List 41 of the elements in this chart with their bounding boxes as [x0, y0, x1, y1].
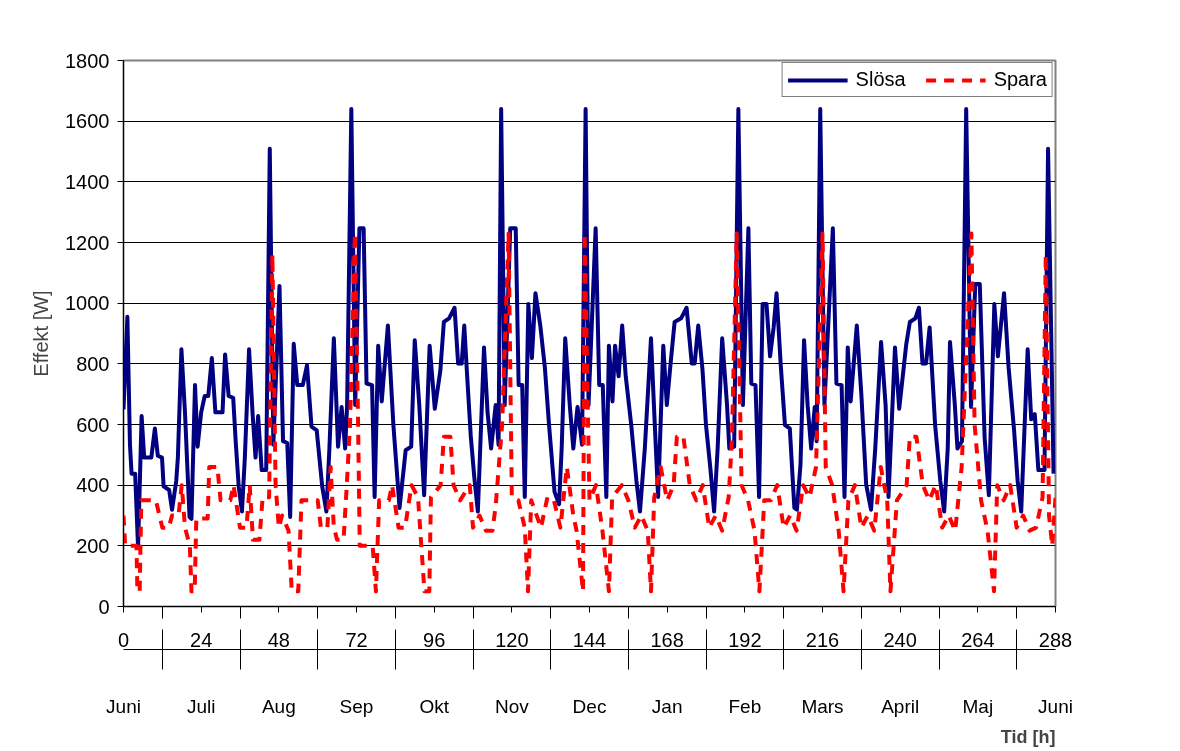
x-tick-label: 120	[495, 628, 529, 651]
text: Dec	[572, 695, 607, 717]
text: Aug	[261, 695, 296, 717]
y-tick-label: 1200	[65, 231, 110, 254]
text: Jan	[651, 695, 683, 717]
text: Juni	[1038, 695, 1073, 717]
line-series	[123, 231, 1056, 594]
y-tick-label: 1600	[65, 110, 110, 133]
text: Maj	[962, 695, 994, 717]
text: Okt	[419, 695, 450, 717]
text: Juli	[186, 695, 216, 717]
y-tick-label: 1400	[65, 170, 110, 193]
x-tick-label: 264	[961, 628, 995, 651]
y-tick-label: 600	[76, 413, 110, 436]
x-tick-label: 144	[572, 628, 607, 651]
y-tick-label: 1800	[65, 49, 110, 72]
text: Feb	[728, 695, 762, 717]
x-tick-label: 24	[190, 628, 213, 651]
y-tick-label: 1000	[65, 292, 110, 315]
x-tick-label: 0	[117, 628, 130, 651]
legend-label: Slösa	[855, 68, 906, 91]
x-tick-label: 288	[1038, 628, 1073, 651]
y-tick-label: 400	[76, 474, 110, 497]
y-tick-label: 800	[76, 352, 110, 375]
y-axis-title: Effekt [W]	[30, 290, 53, 377]
x-tick-label: 96	[423, 628, 446, 651]
x-tick-label: 168	[650, 628, 684, 651]
y-tick-label: 0	[98, 595, 110, 618]
x-tick-label: 48	[267, 628, 290, 651]
text: Juni	[106, 695, 141, 717]
x-tick-label: 72	[345, 628, 368, 651]
text: Sep	[339, 695, 374, 717]
x-tick-label: 216	[805, 628, 840, 651]
text: April	[881, 695, 920, 717]
legend-label: Spara	[993, 68, 1047, 91]
x-axis-title: Tid [h]	[1000, 726, 1056, 747]
text: Nov	[494, 695, 530, 717]
text: Mars	[801, 695, 844, 717]
x-tick-label: 240	[883, 628, 917, 651]
y-tick-label: 200	[76, 534, 110, 557]
x-tick-label: 192	[728, 628, 762, 651]
